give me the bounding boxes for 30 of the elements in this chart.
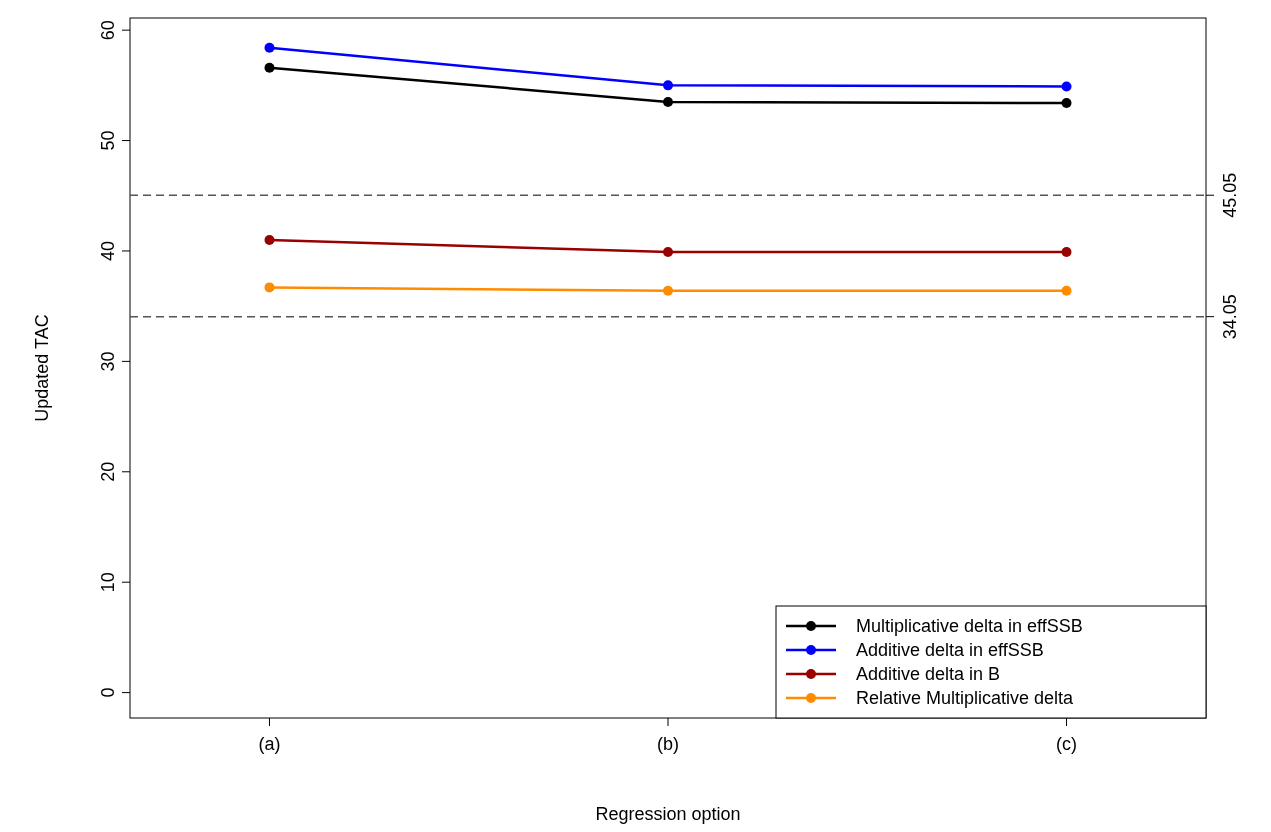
y2-tick-label: 34.05 [1220, 294, 1240, 340]
y-tick-label: 40 [98, 240, 118, 261]
legend-label: Multiplicative delta in effSSB [856, 616, 1083, 636]
y-tick-label: 10 [98, 572, 118, 593]
point [1061, 285, 1072, 296]
point [264, 42, 275, 53]
y-tick-label: 0 [98, 687, 118, 698]
legend-label: Additive delta in effSSB [856, 640, 1044, 660]
x-tick-label: (c) [1056, 734, 1078, 754]
y-tick-label: 60 [98, 20, 118, 41]
y-tick-label: 30 [98, 351, 118, 372]
x-tick-label: (b) [657, 734, 679, 754]
point [264, 234, 275, 245]
legend-label: Additive delta in B [856, 664, 1001, 684]
y-axis-title: Updated TAC [32, 314, 52, 422]
point [663, 247, 673, 258]
point [663, 285, 673, 296]
point [264, 62, 275, 73]
y2-tick-label: 45.05 [1220, 172, 1240, 218]
point [663, 96, 673, 107]
legend-label: Relative Multiplicative delta [856, 688, 1075, 708]
x-axis-title: Regression option [595, 804, 741, 824]
y-tick-label: 20 [98, 461, 118, 482]
point [663, 80, 673, 91]
point [1061, 81, 1072, 92]
point [264, 282, 275, 293]
x-tick-label: (a) [258, 734, 281, 754]
point [1061, 247, 1072, 258]
y-tick-label: 50 [98, 130, 118, 151]
point [1061, 98, 1072, 109]
